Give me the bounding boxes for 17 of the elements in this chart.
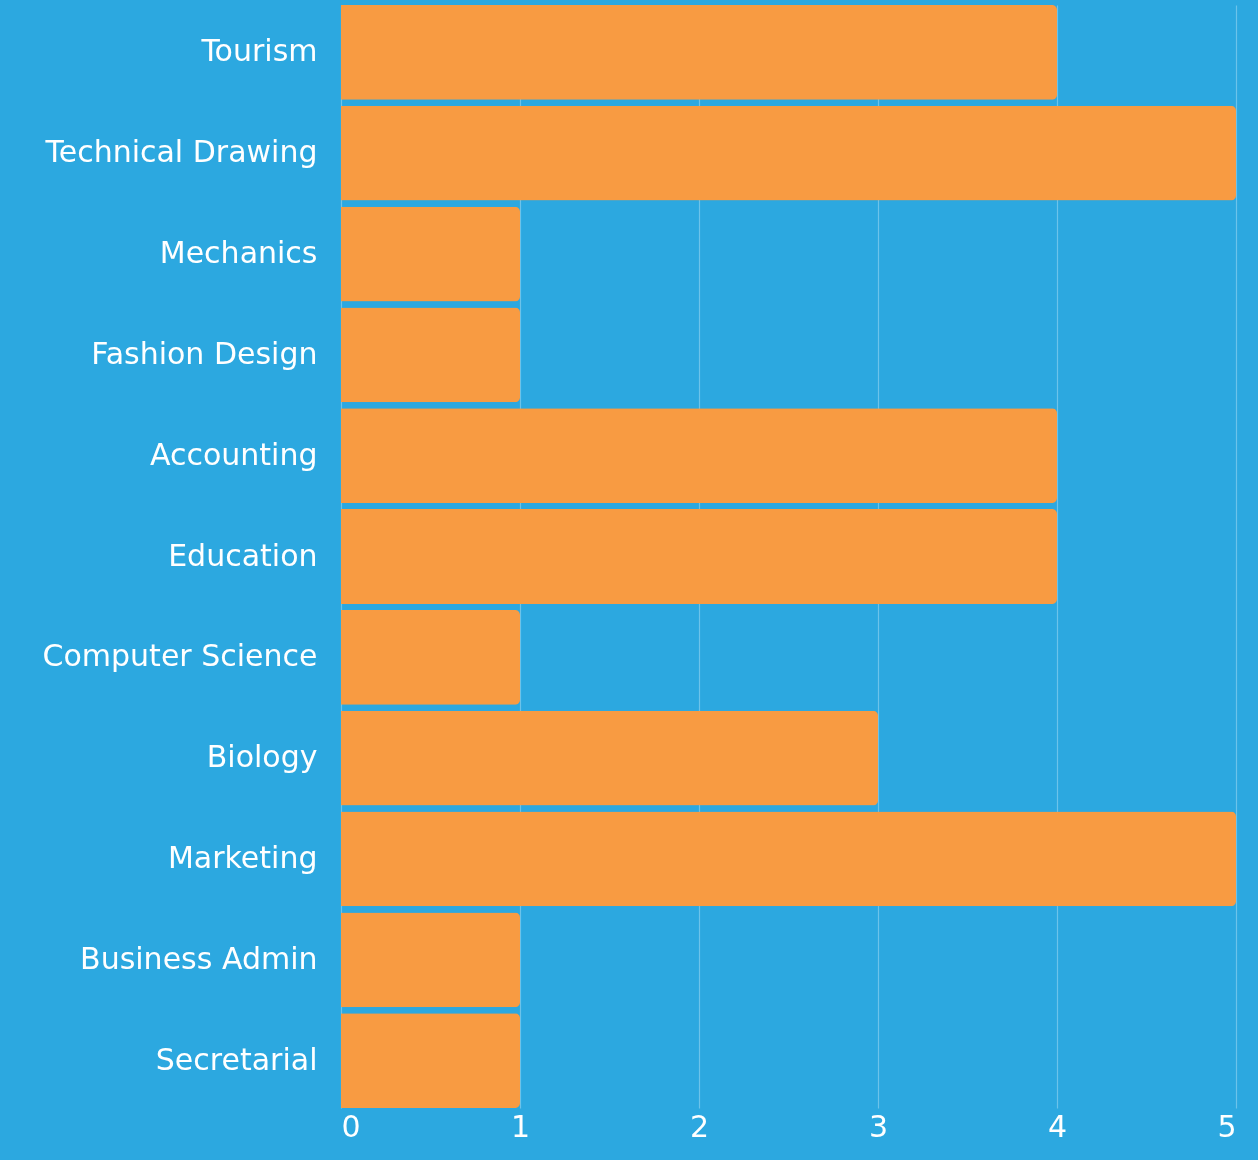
- x-tick-label: 3: [868, 1108, 889, 1144]
- y-tick-label: Tourism: [200, 33, 318, 69]
- x-tick-label: 2: [689, 1108, 710, 1144]
- y-tick-label: Fashion Design: [91, 335, 318, 371]
- x-tick-label: 0: [341, 1108, 361, 1144]
- y-tick-label: Marketing: [167, 839, 318, 875]
- y-tick-label: Accounting: [149, 436, 318, 472]
- y-tick-label: Technical Drawing: [44, 134, 318, 170]
- y-tick-label: Biology: [206, 739, 318, 775]
- x-tick-label: 1: [510, 1108, 531, 1144]
- y-tick-label: Mechanics: [159, 235, 318, 271]
- x-tick-label: 4: [1047, 1108, 1068, 1144]
- y-tick-label: Secretarial: [155, 1041, 318, 1077]
- y-tick-label: Business Admin: [80, 940, 318, 976]
- y-tick-label: Computer Science: [42, 638, 318, 674]
- y-tick-label: Education: [168, 537, 318, 573]
- x-tick-label: 5: [1217, 1108, 1237, 1144]
